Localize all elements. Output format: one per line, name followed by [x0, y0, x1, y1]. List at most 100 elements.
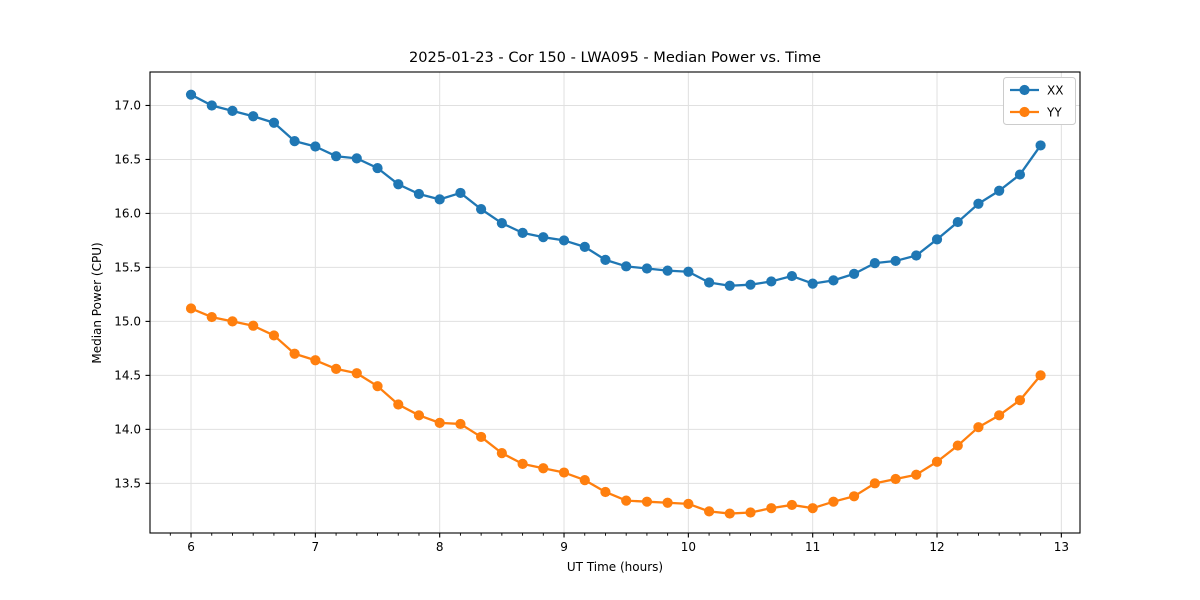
data-point: [641, 263, 653, 274]
data-point: [475, 431, 487, 443]
series-yy: [185, 303, 1046, 519]
data-point: [372, 381, 383, 392]
data-point: [248, 320, 259, 331]
data-point: [413, 410, 425, 421]
data-point: [931, 456, 943, 467]
data-point: [538, 463, 549, 474]
data-point: [704, 277, 715, 288]
data-point: [890, 473, 901, 485]
data-point: [911, 469, 922, 480]
data-point: [393, 399, 404, 410]
data-point: [331, 363, 342, 374]
data-point: [351, 368, 362, 379]
data-point: [227, 316, 238, 327]
data-point: [890, 255, 901, 267]
data-point: [745, 279, 756, 290]
data-point: [538, 232, 549, 243]
data-point: [558, 235, 570, 246]
data-point: [724, 280, 735, 291]
data-point: [704, 506, 715, 517]
data-point: [662, 265, 673, 276]
data-point: [475, 204, 487, 215]
y-tick-label: 14.5: [114, 368, 141, 382]
data-point: [496, 448, 507, 459]
data-point: [351, 153, 362, 164]
data-point: [848, 491, 860, 502]
data-point: [434, 417, 445, 428]
series-yy-line: [190, 307, 1042, 515]
data-point: [1014, 395, 1026, 406]
x-tick-label: 12: [929, 540, 944, 554]
data-point: [393, 179, 404, 190]
data-point: [848, 268, 860, 279]
data-point: [268, 330, 280, 341]
data-point: [600, 254, 611, 265]
data-point: [911, 250, 922, 261]
data-point: [579, 474, 590, 486]
data-point: [558, 467, 570, 478]
x-tick-label: 6: [187, 540, 195, 554]
data-point: [766, 276, 777, 287]
data-point: [206, 100, 217, 111]
data-point: [185, 303, 197, 314]
y-tick-label: 15.0: [114, 314, 141, 328]
x-tick-label: 7: [312, 540, 320, 554]
data-point: [952, 440, 963, 451]
data-point: [994, 185, 1005, 196]
data-point: [517, 227, 528, 238]
data-point: [745, 507, 756, 518]
data-point: [331, 151, 342, 162]
data-point: [973, 422, 984, 433]
data-point: [268, 117, 280, 128]
y-tick-label: 17.0: [114, 98, 141, 112]
axes-frame: [149, 71, 1081, 534]
data-point: [372, 162, 383, 174]
x-tick-label: 9: [560, 540, 568, 554]
legend-marker-sample: [1019, 84, 1030, 96]
data-point: [766, 503, 777, 514]
data-point: [1035, 370, 1046, 381]
data-point: [683, 498, 694, 509]
data-point: [517, 458, 528, 470]
legend: XX YY: [1003, 77, 1076, 125]
data-point: [952, 216, 963, 228]
data-point: [310, 141, 321, 152]
y-tick-label: 16.5: [114, 152, 141, 166]
series-xx: [185, 89, 1046, 291]
legend-label-xx: XX: [1047, 84, 1063, 98]
data-point: [1014, 169, 1026, 180]
data-point: [807, 503, 818, 514]
data-point: [621, 261, 632, 272]
y-tick-label: 16.0: [114, 206, 141, 220]
data-point: [579, 241, 590, 252]
x-tick-label: 11: [805, 540, 820, 554]
data-point: [621, 495, 632, 506]
data-point: [496, 218, 507, 229]
data-point: [310, 355, 321, 366]
data-point: [641, 496, 653, 507]
data-point: [994, 410, 1005, 421]
data-point: [828, 275, 839, 286]
data-point: [600, 486, 611, 498]
data-point: [869, 478, 880, 489]
y-tick-label: 15.5: [114, 260, 141, 274]
data-point: [786, 499, 798, 511]
x-axis-label: UT Time (hours): [566, 560, 664, 574]
x-tick-label: 8: [436, 540, 444, 554]
data-point: [227, 105, 238, 116]
data-point: [786, 270, 798, 282]
y-tick-label: 13.5: [114, 476, 141, 490]
data-point: [724, 508, 735, 519]
data-point: [206, 311, 217, 323]
y-tick-label: 14.0: [114, 422, 141, 436]
data-point: [289, 135, 300, 147]
gridlines: [150, 72, 1080, 533]
chart-title: 2025-01-23 - Cor 150 - LWA095 - Median P…: [408, 49, 822, 66]
data-point: [828, 496, 839, 507]
data-point: [248, 111, 259, 122]
legend-marker-sample: [1019, 106, 1030, 118]
data-point: [931, 234, 943, 245]
data-point: [413, 188, 425, 200]
data-point: [289, 348, 300, 359]
